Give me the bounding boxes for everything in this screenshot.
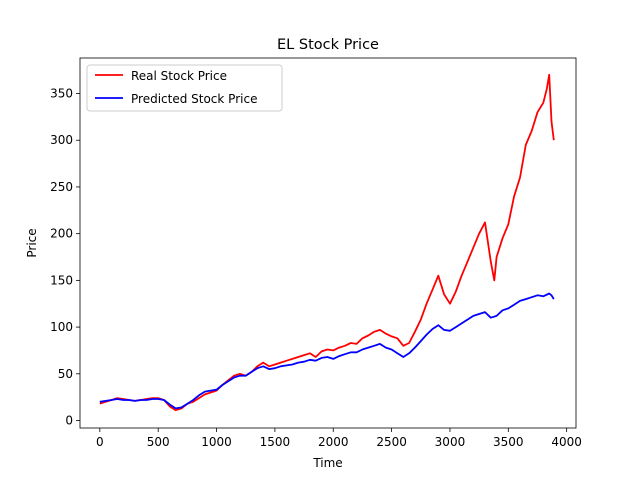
y-tick-label: 200 xyxy=(50,227,73,241)
x-tick-label: 0 xyxy=(96,435,104,449)
x-tick-label: 2000 xyxy=(318,435,349,449)
plot-area xyxy=(80,58,576,428)
y-tick-label: 100 xyxy=(50,320,73,334)
x-tick-label: 3000 xyxy=(435,435,466,449)
y-axis: 0 50 100 150 200 250 300 350 xyxy=(50,87,80,428)
series-layer xyxy=(99,73,555,412)
plot-background xyxy=(80,58,576,428)
x-tick-label: 500 xyxy=(147,435,170,449)
y-tick-label: 150 xyxy=(50,273,73,287)
y-axis-label: Price xyxy=(25,228,39,257)
y-tick-label: 0 xyxy=(65,414,73,428)
legend-label-predicted: Predicted Stock Price xyxy=(131,92,257,106)
y-tick-label: 350 xyxy=(50,87,73,101)
legend-box xyxy=(86,64,283,112)
legend: Real Stock Price Predicted Stock Price xyxy=(86,64,283,112)
y-tick-label: 300 xyxy=(50,133,73,147)
series-line-predicted xyxy=(99,292,555,410)
chart-title: EL Stock Price xyxy=(277,37,379,53)
series-line-real xyxy=(99,73,555,412)
x-axis: 0 500 1000 1500 2000 2500 3000 3500 4000 xyxy=(96,428,582,449)
y-tick-label: 50 xyxy=(58,367,73,381)
x-tick-label: 4000 xyxy=(551,435,582,449)
x-tick-label: 2500 xyxy=(376,435,407,449)
plot-frame xyxy=(79,57,577,429)
x-tick-label: 1000 xyxy=(201,435,232,449)
x-axis-label: Time xyxy=(312,456,342,470)
x-tick-label: 3500 xyxy=(493,435,524,449)
x-tick-label: 1500 xyxy=(260,435,291,449)
legend-label-real: Real Stock Price xyxy=(131,69,227,83)
y-tick-label: 250 xyxy=(50,180,73,194)
